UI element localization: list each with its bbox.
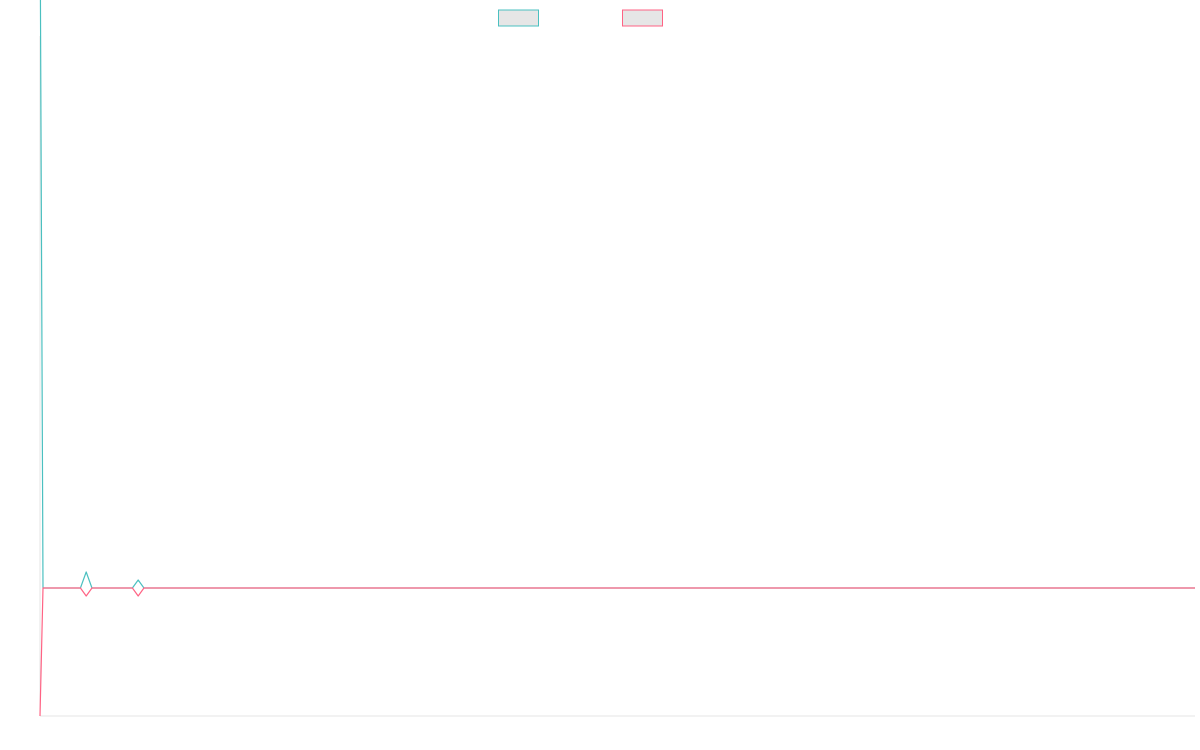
series-line-2 (39, 587, 1195, 717)
series-line-1 (39, 0, 1195, 589)
legend-swatch (498, 9, 539, 27)
legend-item-1[interactable] (498, 9, 539, 27)
legend-swatch (622, 9, 663, 27)
series-lines (39, 0, 1195, 717)
legend-item-2[interactable] (622, 9, 663, 27)
axes (39, 36, 1195, 717)
legend (498, 9, 663, 27)
